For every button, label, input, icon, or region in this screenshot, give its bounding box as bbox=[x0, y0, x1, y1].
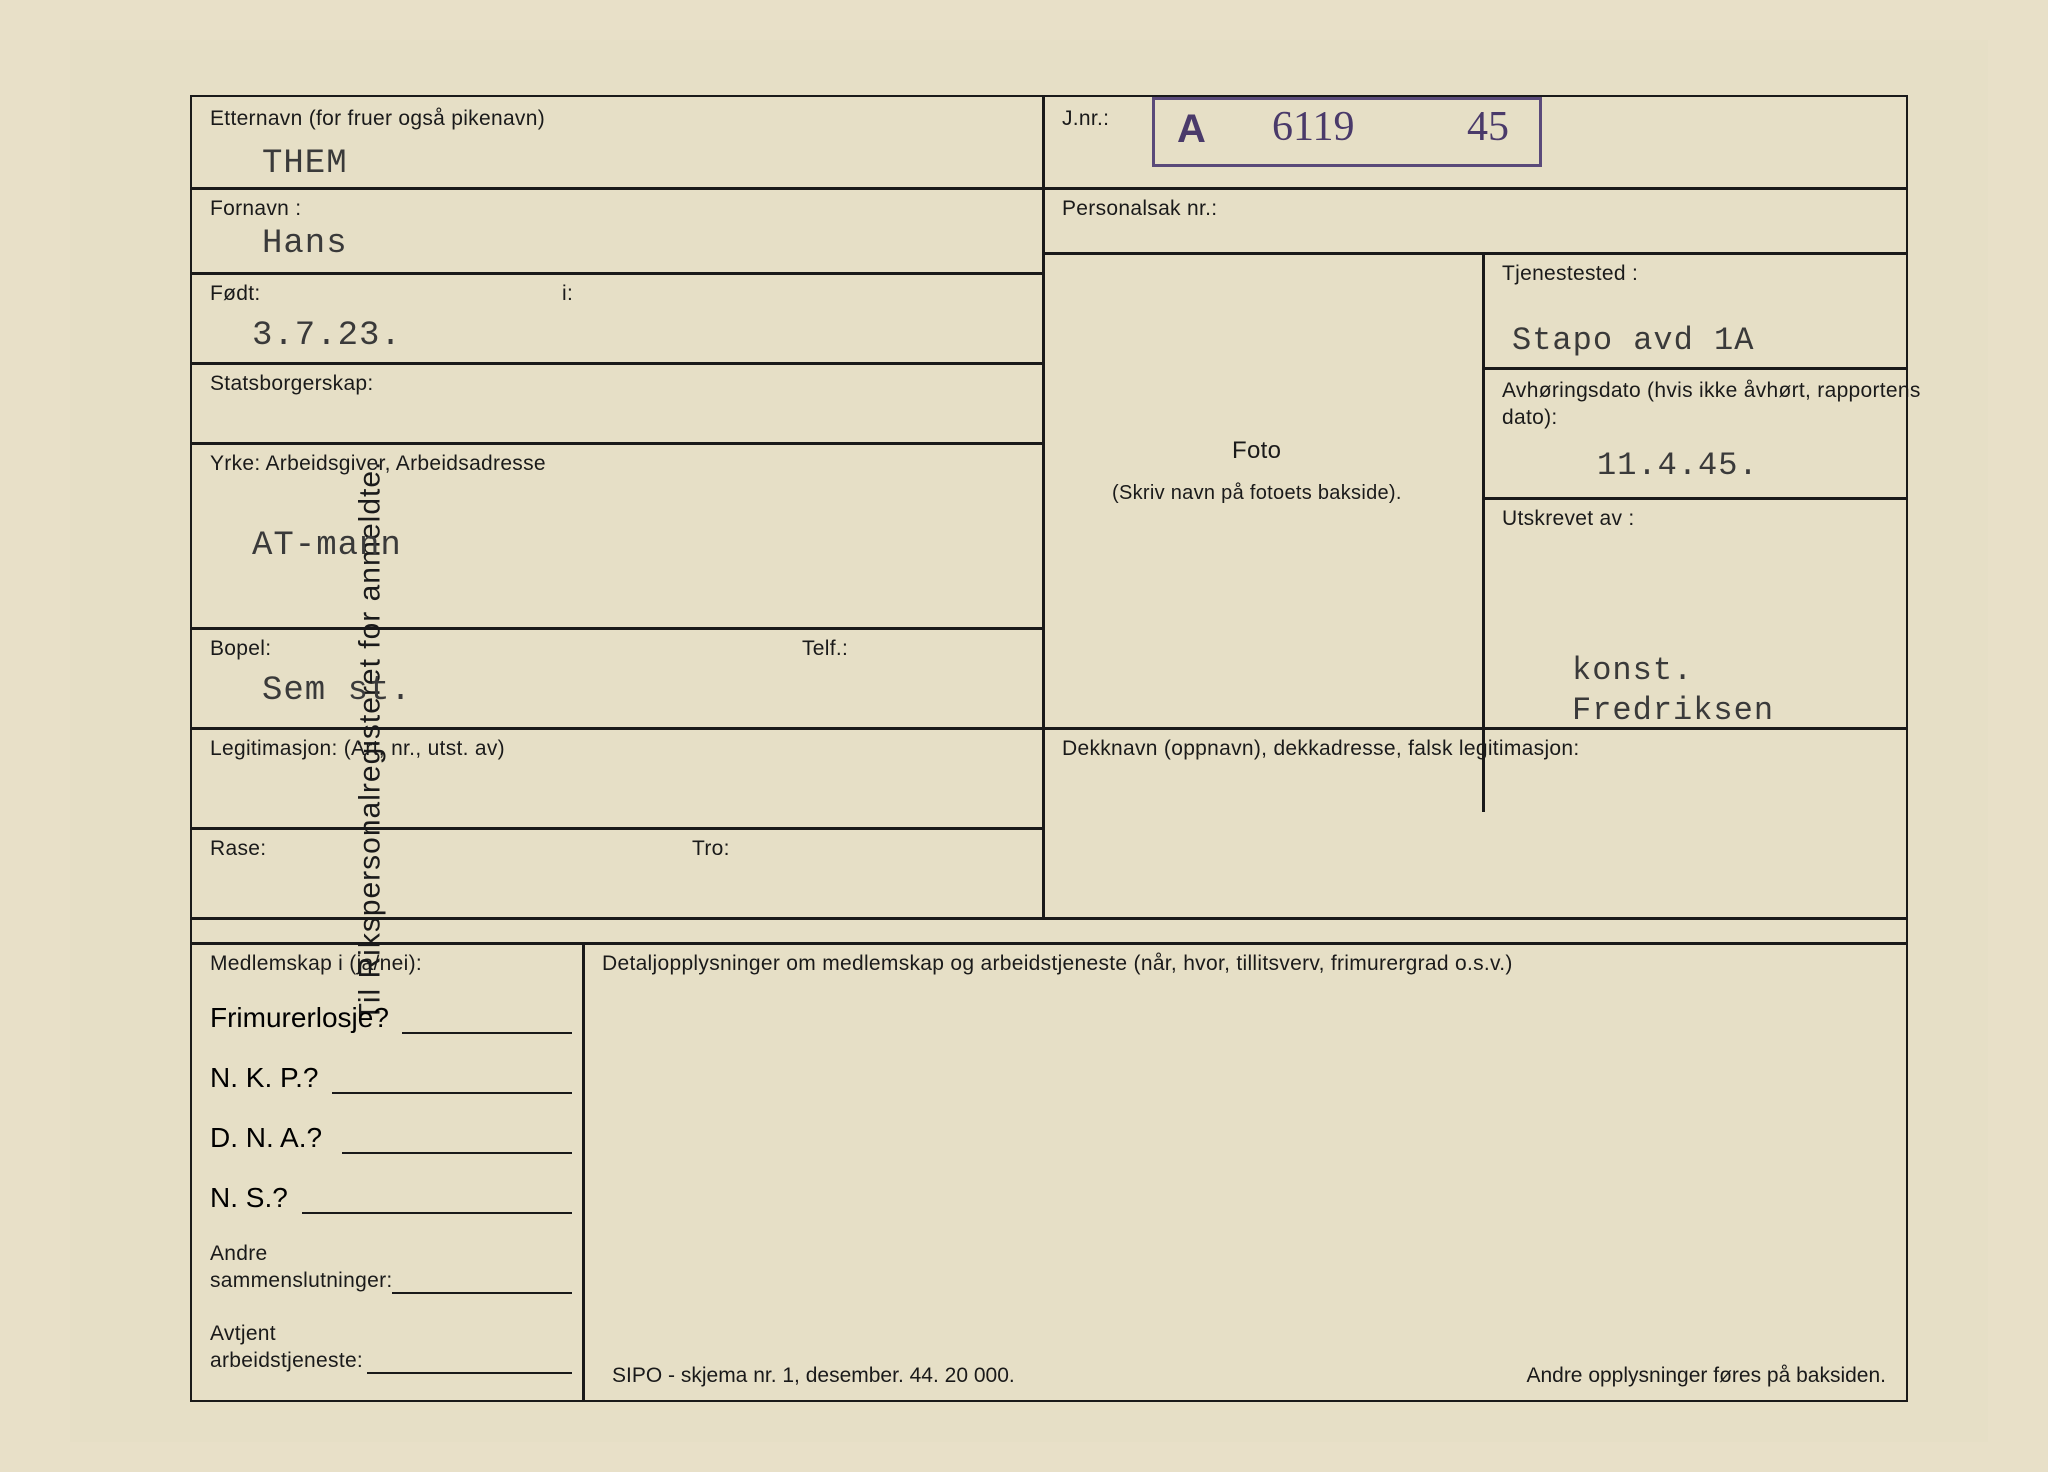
value-avhoringsdato: 11.4.45. bbox=[1597, 447, 1759, 484]
label-medlemskap: Medlemskap i (ja/nei): bbox=[210, 952, 422, 976]
mline-frimurer bbox=[402, 1032, 572, 1034]
label-foto-sub: (Skriv navn på fotoets bakside). bbox=[1112, 482, 1402, 505]
value-utskrevet1: konst. bbox=[1572, 652, 1693, 689]
value-bopel: Sem st. bbox=[262, 672, 412, 710]
hline-r7-left bbox=[192, 827, 1042, 830]
hline-r5-left bbox=[192, 627, 1042, 630]
vline-col1 bbox=[1042, 97, 1045, 917]
hline-r6-right bbox=[1042, 727, 1906, 730]
label-legitimasjon: Legitimasjon: (Art, nr., utst. av) bbox=[210, 737, 505, 761]
label-fodt: Født: bbox=[210, 282, 261, 306]
membership-nkp: N. K. P.? bbox=[210, 1062, 318, 1094]
label-dekknavn: Dekknavn (oppnavn), dekkadresse, falsk l… bbox=[1062, 737, 1580, 761]
mline-ns bbox=[302, 1212, 572, 1214]
label-jnr: J.nr.: bbox=[1062, 107, 1109, 131]
mline-andre bbox=[392, 1292, 572, 1294]
hline-r1-left bbox=[192, 187, 1042, 190]
hline-r2-right bbox=[1042, 252, 1906, 255]
label-bopel: Bopel: bbox=[210, 637, 271, 661]
hline-r6-left bbox=[192, 727, 1042, 730]
hline-r2-left bbox=[192, 272, 1042, 275]
form-grid: Etternavn (for fruer også pikenavn) THEM… bbox=[190, 95, 1908, 1402]
label-tro: Tro: bbox=[692, 837, 730, 861]
hline-band-top bbox=[192, 917, 1906, 920]
label-avtjent1: Avtjent bbox=[210, 1322, 276, 1346]
footer-right: Andre opplysninger føres på baksiden. bbox=[1526, 1364, 1886, 1388]
label-etternavn: Etternavn (for fruer også pikenavn) bbox=[210, 107, 545, 131]
hline-r3-left bbox=[192, 362, 1042, 365]
mline-dna bbox=[342, 1152, 572, 1154]
value-utskrevet2: Fredriksen bbox=[1572, 692, 1774, 729]
membership-ns: N. S.? bbox=[210, 1182, 288, 1214]
value-yrke: AT-mann bbox=[252, 527, 402, 565]
label-statsborgerskap: Statsborgerskap: bbox=[210, 372, 374, 396]
value-fornavn: Hans bbox=[262, 225, 348, 263]
label-i: i: bbox=[562, 282, 573, 306]
hline-r4-left bbox=[192, 442, 1042, 445]
hline-avh bbox=[1482, 497, 1906, 500]
membership-dna: D. N. A.? bbox=[210, 1122, 322, 1154]
label-personalsak: Personalsak nr.: bbox=[1062, 197, 1217, 221]
mline-nkp bbox=[332, 1092, 572, 1094]
hline-band-bot bbox=[192, 942, 1906, 945]
label-avtjent2: arbeidstjeneste: bbox=[210, 1349, 363, 1373]
page: Til Rikspersonalregisteret for anmeldte.… bbox=[0, 0, 2048, 1472]
value-fodt: 3.7.23. bbox=[252, 317, 402, 355]
vline-lower bbox=[582, 942, 585, 1400]
membership-frimurer: Frimurerlosje? bbox=[210, 1002, 389, 1034]
footer-left: SIPO - skjema nr. 1, desember. 44. 20 00… bbox=[612, 1364, 1015, 1388]
hline-tj bbox=[1482, 367, 1906, 370]
hline-r1-right bbox=[1042, 187, 1906, 190]
stamp-yr: 45 bbox=[1467, 103, 1509, 151]
card-surface: Til Rikspersonalregisteret for anmeldte.… bbox=[70, 40, 1988, 1442]
mline-avtjent bbox=[367, 1372, 572, 1374]
label-rase: Rase: bbox=[210, 837, 266, 861]
value-etternavn: THEM bbox=[262, 145, 348, 183]
label-detalj: Detaljopplysninger om medlemskap og arbe… bbox=[602, 952, 1513, 976]
label-andre1: Andre bbox=[210, 1242, 268, 1266]
label-foto: Foto bbox=[1232, 437, 1281, 465]
stamp-a: A bbox=[1177, 107, 1206, 152]
label-fornavn: Fornavn : bbox=[210, 197, 301, 221]
label-tjenestested: Tjenestested : bbox=[1502, 262, 1638, 286]
label-telf: Telf.: bbox=[802, 637, 848, 661]
stamp-num: 6119 bbox=[1272, 103, 1354, 151]
value-tjenestested: Stapo avd 1A bbox=[1512, 322, 1754, 359]
label-yrke: Yrke: Arbeidsgiver, Arbeidsadresse bbox=[210, 452, 546, 476]
label-avhoringsdato: Avhøringsdato (hvis ikke åvhørt, rapport… bbox=[1502, 377, 1942, 432]
label-andre2: sammenslutninger: bbox=[210, 1269, 393, 1293]
label-utskrevet: Utskrevet av : bbox=[1502, 507, 1635, 531]
